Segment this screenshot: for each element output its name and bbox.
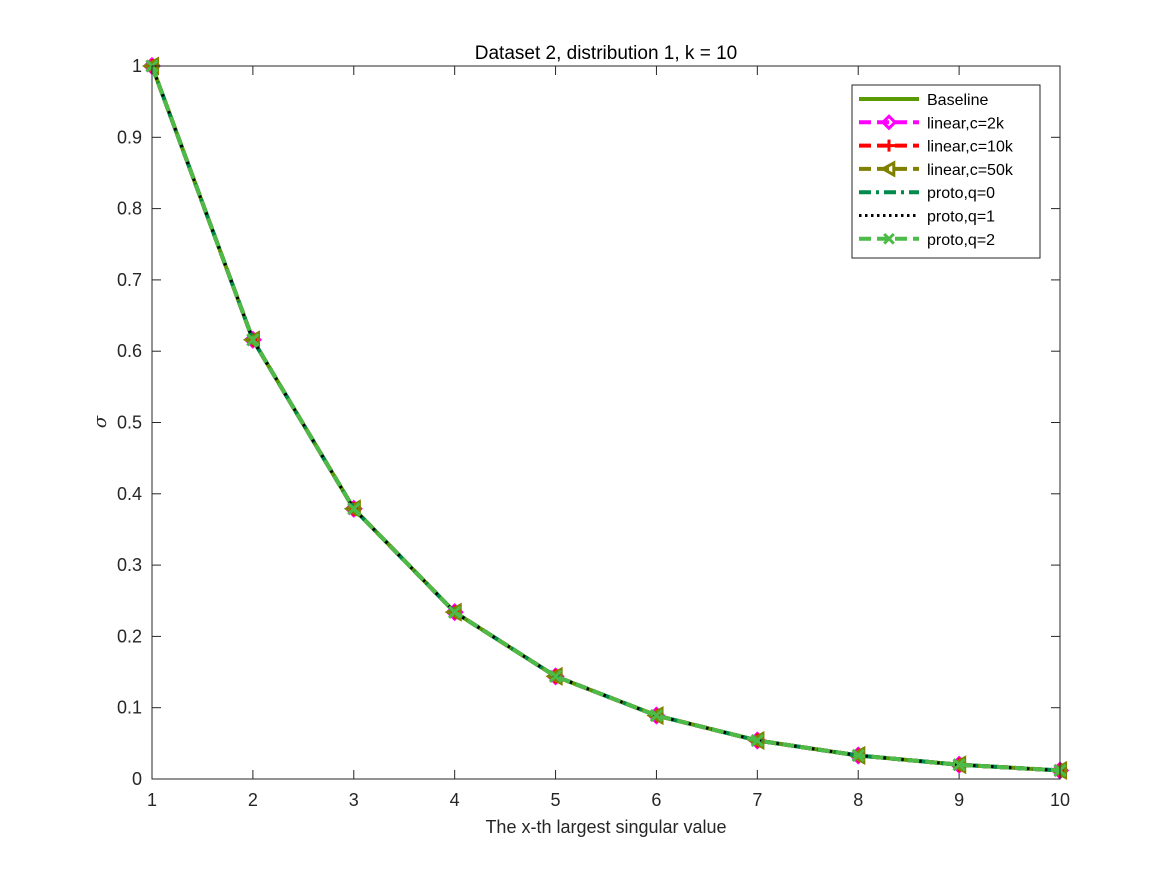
y-tick-label: 0.7 bbox=[117, 270, 142, 290]
legend-box bbox=[851, 84, 1041, 259]
data-point-marker bbox=[347, 502, 361, 516]
series-line bbox=[150, 65, 1061, 773]
x-tick-label: 6 bbox=[651, 790, 661, 810]
x-axis-label: The x-th largest singular value bbox=[485, 817, 726, 837]
y-tick-labels: 0 0.1 0.2 0.3 0.4 0.5 0.6 0.7 0.8 0.9 1 bbox=[117, 56, 142, 789]
x-tick-labels: 1 2 3 4 5 6 7 8 9 10 bbox=[147, 790, 1070, 810]
legend-label: proto,q=1 bbox=[927, 209, 995, 226]
y-tick-label: 1 bbox=[132, 56, 142, 76]
legend-label: proto,q=0 bbox=[927, 185, 995, 202]
data-point-marker bbox=[246, 333, 260, 347]
legend-marker bbox=[879, 160, 896, 178]
y-tick-label: 0.4 bbox=[117, 484, 142, 504]
y-axis-label: σ bbox=[90, 415, 111, 428]
x-tick-label: 8 bbox=[853, 790, 863, 810]
y-tick-label: 0 bbox=[132, 769, 142, 789]
plot-frame bbox=[151, 65, 1061, 780]
x-tick-label: 10 bbox=[1050, 790, 1070, 810]
legend-entry: Baseline bbox=[859, 92, 988, 109]
data-point-marker bbox=[448, 605, 462, 619]
legend: Baseline linear,c=2k linear,c=10k linear,c=… bbox=[851, 84, 1041, 259]
x-tick-label: 1 bbox=[147, 790, 157, 810]
y-tick-label: 0.6 bbox=[117, 341, 142, 361]
legend-entry: proto,q=1 bbox=[859, 209, 995, 226]
legend-marker bbox=[883, 232, 895, 245]
y-tick-label: 0.9 bbox=[117, 127, 142, 147]
data-point-marker bbox=[747, 730, 765, 751]
y-tick-label: 0.1 bbox=[117, 698, 142, 718]
y-tick-label: 0.2 bbox=[117, 626, 142, 646]
x-tick-label: 9 bbox=[954, 790, 964, 810]
x-tick-label: 3 bbox=[349, 790, 359, 810]
x-tick-label: 5 bbox=[551, 790, 561, 810]
x-tick-label: 7 bbox=[752, 790, 762, 810]
legend-entry: linear,c=10k bbox=[859, 139, 1014, 156]
data-point-marker bbox=[952, 758, 966, 772]
data-point-marker bbox=[545, 666, 563, 686]
legend-label: proto,q=2 bbox=[927, 232, 995, 249]
legend-label: linear,c=10k bbox=[927, 139, 1014, 156]
y-tick-label: 0.3 bbox=[117, 555, 142, 575]
legend-entry: proto,q=0 bbox=[859, 185, 995, 202]
y-tick-label: 0.8 bbox=[117, 199, 142, 219]
x-tick-label: 2 bbox=[248, 790, 258, 810]
legend-label: linear,c=50k bbox=[927, 162, 1014, 179]
legend-entry: proto,q=2 bbox=[859, 232, 995, 249]
legend-marker bbox=[883, 139, 895, 152]
y-tick-label: 0.5 bbox=[117, 413, 142, 433]
data-point-marker bbox=[649, 708, 664, 723]
series-layer bbox=[141, 56, 1070, 780]
data-point-marker bbox=[851, 748, 865, 763]
legend-marker bbox=[880, 114, 898, 131]
legend-label: linear,c=2k bbox=[927, 115, 1005, 132]
legend-label: Baseline bbox=[927, 92, 988, 109]
data-point-marker bbox=[750, 733, 764, 748]
legend-entry: linear,c=50k bbox=[859, 160, 1014, 179]
series-proto,q=2 bbox=[145, 59, 1067, 778]
chart-title: Dataset 2, distribution 1, k = 10 bbox=[475, 43, 737, 64]
data-point-marker bbox=[548, 669, 563, 683]
data-point-marker bbox=[1049, 760, 1068, 780]
legend-entry: linear,c=2k bbox=[859, 114, 1005, 132]
x-tick-label: 4 bbox=[450, 790, 460, 810]
